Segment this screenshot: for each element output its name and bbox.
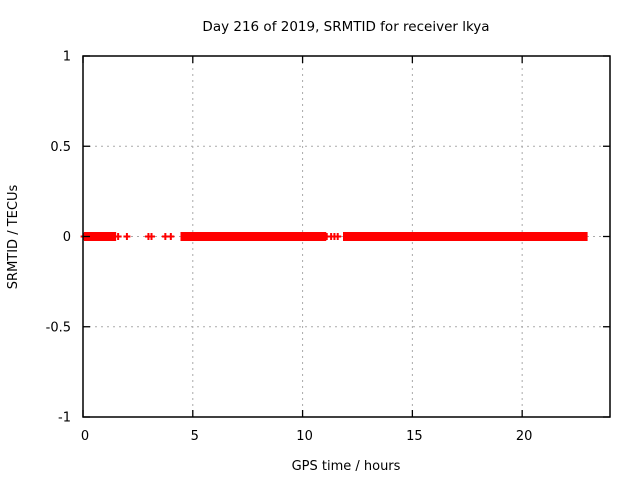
x-tick-label: 5 bbox=[191, 429, 199, 444]
dense-band bbox=[83, 232, 117, 241]
dense-band bbox=[313, 232, 327, 241]
y-axis-label: SRMTID / TECUs bbox=[6, 185, 21, 290]
y-tick-label: 1 bbox=[63, 50, 71, 65]
y-tick-label: 0.5 bbox=[50, 140, 71, 155]
y-tick-label: -1 bbox=[58, 411, 71, 426]
tick-labels: 0 5 10 15 20 1 0.5 0 -0.5 -1 bbox=[46, 50, 533, 445]
y-tick-label: 0 bbox=[63, 230, 71, 245]
x-tick-label: 20 bbox=[516, 429, 533, 444]
x-axis-label: GPS time / hours bbox=[292, 459, 401, 474]
plot-border bbox=[82, 55, 611, 418]
dense-band bbox=[180, 232, 311, 241]
x-tick-label: 0 bbox=[81, 429, 89, 444]
y-tick-label: -0.5 bbox=[46, 320, 71, 335]
dense-band bbox=[343, 232, 588, 241]
data-points bbox=[80, 232, 588, 241]
x-tick-label: 10 bbox=[296, 429, 313, 444]
chart-title: Day 216 of 2019, SRMTID for receiver lky… bbox=[202, 19, 489, 35]
x-tick-label: 15 bbox=[406, 429, 423, 444]
dense-band bbox=[307, 232, 319, 241]
